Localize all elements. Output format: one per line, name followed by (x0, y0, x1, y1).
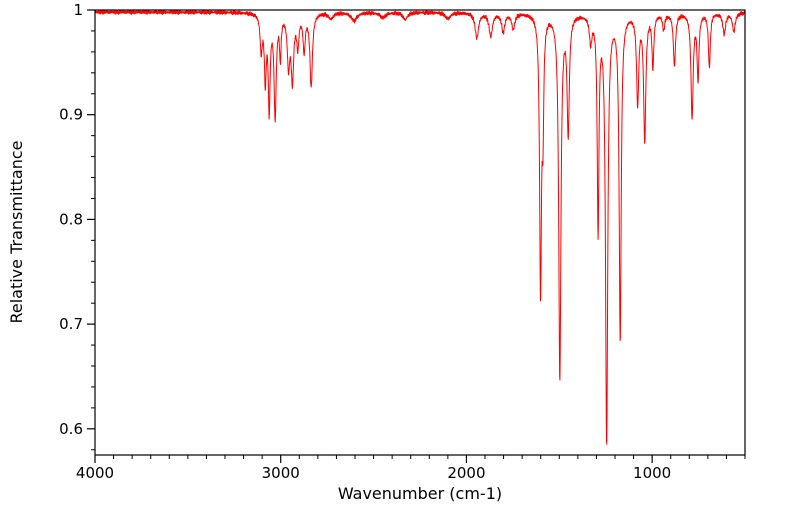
x-axis-label: Wavenumber (cm-1) (338, 484, 502, 503)
spectrum-line (94, 9, 746, 445)
y-axis-label: Relative Transmittance (7, 140, 26, 323)
x-axis-tick-label: 3000 (262, 464, 300, 482)
x-axis-tick-label: 4000 (76, 464, 114, 482)
y-axis-tick-label: 0.6 (59, 420, 83, 438)
y-axis-tick-label: 1 (73, 1, 83, 19)
y-axis-tick-label: 0.8 (59, 210, 83, 228)
x-axis-tick-label: 1000 (633, 464, 671, 482)
x-axis-tick-label: 2000 (447, 464, 485, 482)
y-axis-tick-label: 0.7 (59, 315, 83, 333)
y-axis-tick-label: 0.9 (59, 106, 83, 124)
plot-frame (94, 9, 746, 456)
